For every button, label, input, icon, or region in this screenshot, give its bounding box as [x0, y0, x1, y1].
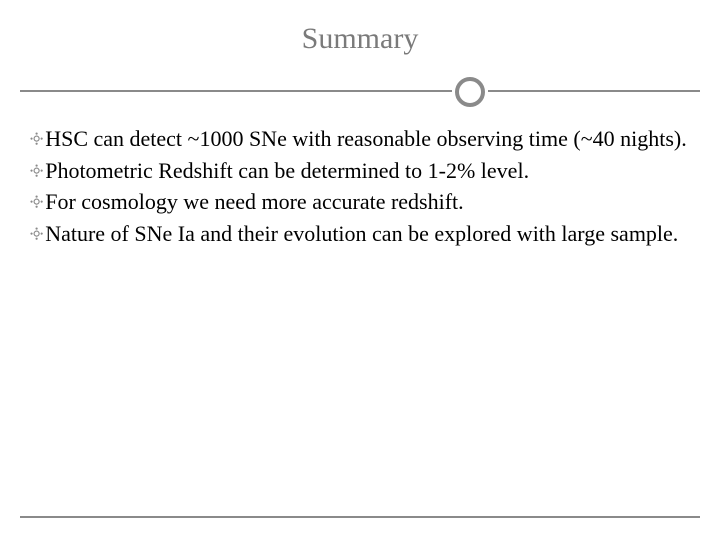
bullet-icon: ༓: [30, 124, 43, 154]
bullet-text: For cosmology we need more accurate reds…: [45, 187, 463, 217]
list-item: ༓ Photometric Redshift can be determined…: [30, 156, 690, 186]
bullet-text: Photometric Redshift can be determined t…: [45, 156, 529, 186]
bullet-icon: ༓: [30, 219, 43, 249]
title-area: Summary: [0, 0, 720, 74]
list-item: ༓ For cosmology we need more accurate re…: [30, 187, 690, 217]
slide: Summary ༓ HSC can detect ~1000 SNe with …: [0, 0, 720, 540]
content-area: ༓ HSC can detect ~1000 SNe with reasonab…: [0, 110, 720, 249]
bullet-text: Nature of SNe Ia and their evolution can…: [45, 219, 678, 249]
bullet-text: HSC can detect ~1000 SNe with reasonable…: [45, 124, 687, 154]
footer-divider: [20, 516, 700, 518]
circle-icon: [455, 77, 485, 107]
page-title: Summary: [0, 22, 720, 56]
bullet-icon: ༓: [30, 187, 43, 217]
list-item: ༓ HSC can detect ~1000 SNe with reasonab…: [30, 124, 690, 154]
divider-circle-bg: [452, 74, 488, 110]
list-item: ༓ Nature of SNe Ia and their evolution c…: [30, 219, 690, 249]
bullet-icon: ༓: [30, 156, 43, 186]
title-divider: [0, 74, 720, 110]
divider-circle-wrap: [0, 74, 720, 110]
